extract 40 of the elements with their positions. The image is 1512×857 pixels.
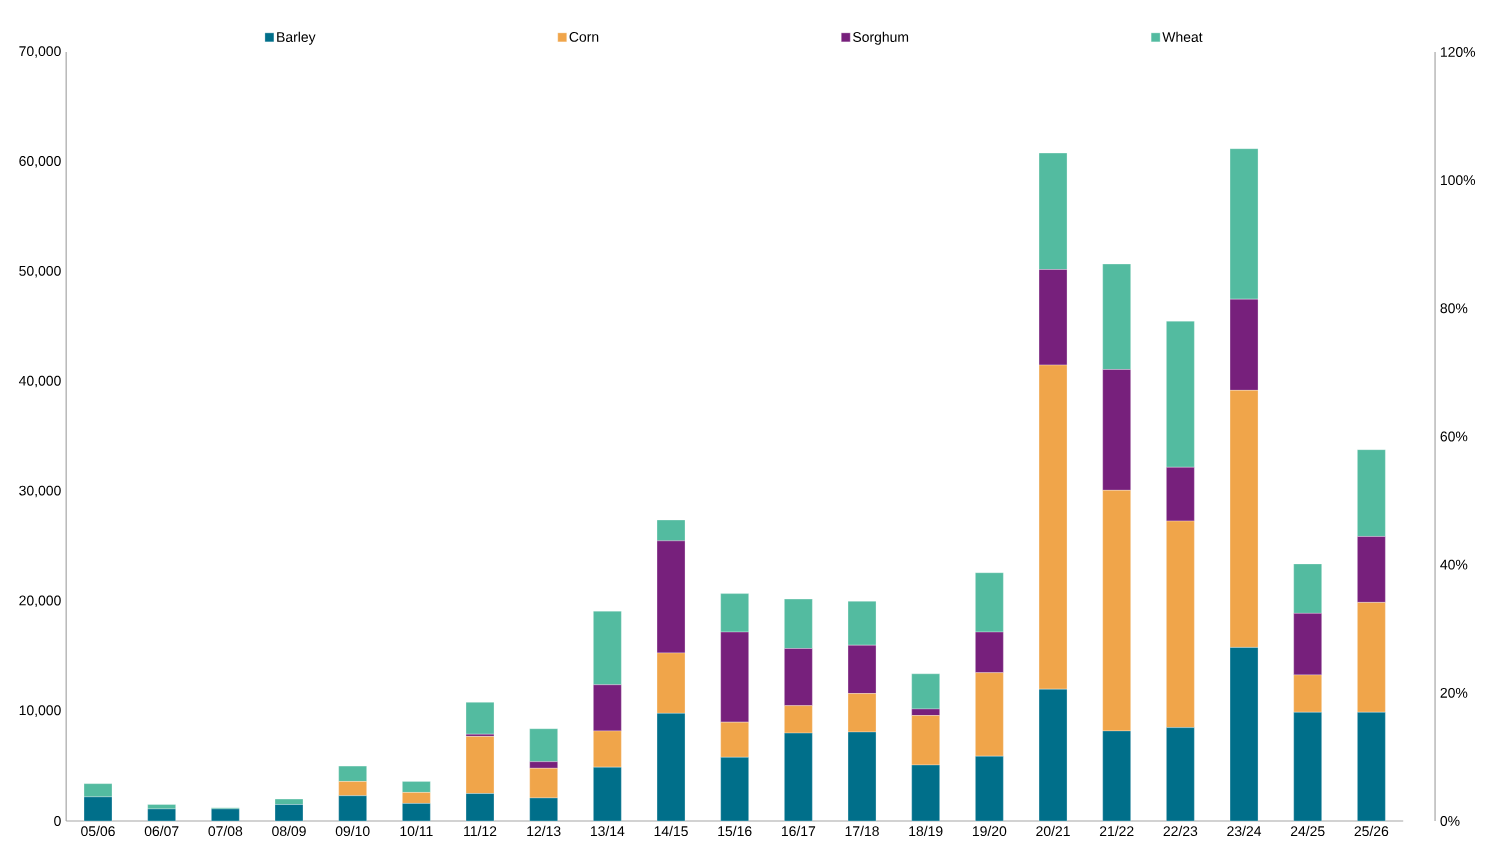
x-tick-label: 13/14: [590, 825, 625, 837]
x-tick-label: 09/10: [335, 825, 370, 837]
x-tick-label: 25/26: [1354, 825, 1389, 837]
x-tick-label: 12/13: [527, 825, 561, 837]
y-tick-label: 40,000: [18, 375, 61, 388]
y-tick-label: 50,000: [19, 265, 61, 278]
x-tick-label: 08/09: [272, 825, 306, 837]
x-tick-label: 22/23: [1163, 825, 1198, 837]
x-tick-label: 24/25: [1290, 825, 1325, 837]
x-tick-label: 16/17: [781, 825, 816, 837]
legend-label: Wheat: [1162, 31, 1203, 43]
x-tick-label: 20/21: [1036, 825, 1070, 837]
y2-tick-label: 100%: [1440, 175, 1476, 186]
y-tick-label: 30,000: [19, 485, 61, 498]
y-tick-label: 60,000: [19, 156, 61, 168]
y-tick-label: 0: [54, 816, 61, 826]
x-tick-label: 06/07: [144, 825, 179, 837]
x-tick-label: 10/11: [400, 825, 433, 837]
y2-tick-label: 120%: [1440, 47, 1476, 57]
x-tick-label: 11/12: [464, 825, 497, 837]
y2-tick-label: 0%: [1440, 816, 1460, 826]
x-tick-label: 07/08: [208, 825, 243, 837]
y2-tick-label: 60%: [1440, 431, 1468, 442]
legend-label: Sorghum: [853, 31, 909, 45]
y-tick-label: 70,000: [19, 46, 61, 58]
x-tick-label: 14/15: [654, 825, 688, 837]
y-tick-label: 10,000: [19, 705, 61, 717]
legend-label: Corn: [569, 31, 599, 42]
legend-label: Barley: [277, 31, 316, 45]
y2-tick-label: 80%: [1440, 303, 1468, 314]
x-tick-label: 18/19: [909, 825, 943, 837]
x-tick-label: 15/16: [718, 825, 752, 837]
y2-tick-label: 40%: [1440, 559, 1468, 570]
y-tick-label: 20,000: [19, 595, 61, 608]
x-tick-label: 19/20: [972, 825, 1007, 837]
y2-tick-label: 20%: [1440, 687, 1468, 698]
x-tick-label: 05/06: [81, 825, 115, 837]
x-tick-label: 23/24: [1227, 825, 1262, 837]
x-tick-label: 21/22: [1099, 825, 1134, 837]
x-tick-label: 17/18: [845, 825, 879, 837]
